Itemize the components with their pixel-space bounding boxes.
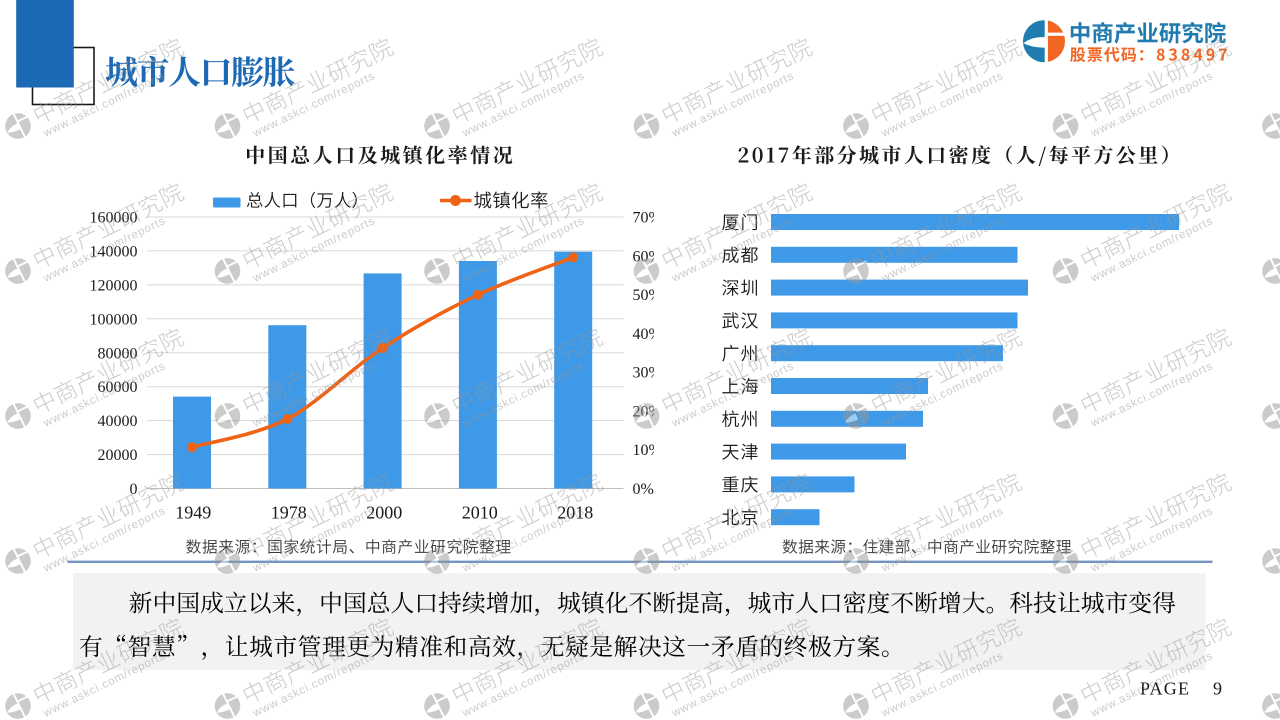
svg-text:9: 9: [1213, 679, 1222, 699]
svg-text:1978: 1978: [271, 503, 307, 523]
svg-text:20000: 20000: [98, 447, 138, 464]
svg-text:2010: 2010: [462, 503, 498, 523]
svg-text:2000: 2000: [366, 503, 402, 523]
svg-text:120000: 120000: [90, 277, 138, 294]
svg-text:70%: 70%: [633, 210, 662, 227]
svg-text:30%: 30%: [633, 365, 662, 382]
svg-text:1949: 1949: [175, 503, 211, 523]
svg-text:50%: 50%: [633, 287, 662, 304]
svg-text:80000: 80000: [98, 345, 138, 362]
svg-text:10%: 10%: [633, 442, 662, 459]
svg-text:40000: 40000: [98, 413, 138, 430]
svg-text:100000: 100000: [90, 311, 138, 328]
svg-text:0%: 0%: [633, 481, 654, 498]
svg-text:0: 0: [130, 481, 138, 498]
svg-text:40%: 40%: [633, 326, 662, 343]
